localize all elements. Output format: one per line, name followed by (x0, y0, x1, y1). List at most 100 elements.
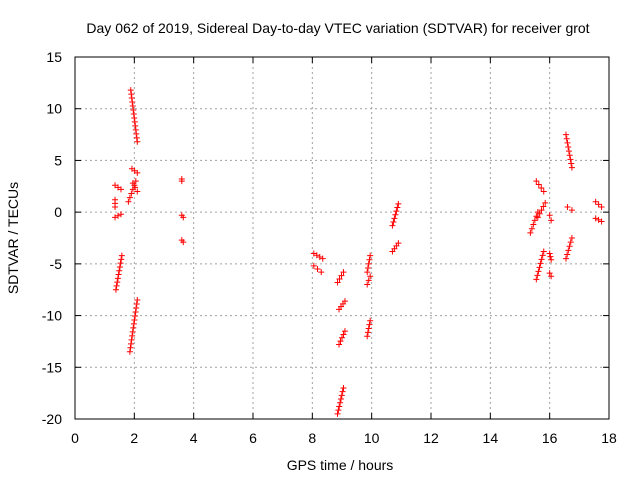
data-point (133, 305, 140, 312)
data-point (540, 203, 547, 210)
plot-frame (74, 56, 610, 420)
data-point (367, 273, 374, 280)
x-tick-label: 10 (364, 430, 380, 446)
data-point (319, 255, 326, 262)
y-tick-label: -15 (42, 359, 62, 375)
data-point (113, 282, 120, 289)
data-point (393, 208, 400, 215)
data-point (565, 148, 572, 155)
data-point (527, 229, 534, 236)
data-point (128, 95, 135, 102)
data-point (364, 264, 371, 271)
data-point (338, 272, 345, 279)
y-tick-label: 15 (46, 49, 62, 65)
data-point (598, 218, 605, 225)
data-point (128, 340, 135, 347)
data-point (340, 384, 347, 391)
data-point (335, 407, 342, 414)
data-point (114, 275, 121, 282)
data-point (537, 260, 544, 267)
data-point (334, 279, 341, 286)
data-point (547, 253, 554, 260)
data-point (336, 403, 343, 410)
data-point (364, 281, 371, 288)
data-point (534, 214, 541, 221)
data-point (546, 270, 553, 277)
data-point (390, 218, 397, 225)
x-tick-label: 6 (249, 430, 257, 446)
data-point (310, 262, 317, 269)
data-point (535, 268, 542, 275)
data-point (366, 321, 373, 328)
data-point (364, 329, 371, 336)
data-point (339, 334, 345, 341)
data-point (337, 396, 344, 403)
data-point (563, 135, 570, 142)
data-point (112, 214, 119, 221)
data-point (336, 341, 343, 348)
data-point (566, 152, 573, 159)
data-point (115, 271, 122, 278)
x-axis-label: GPS time / hours (287, 457, 394, 473)
data-point (568, 207, 575, 214)
data-point (366, 256, 373, 263)
data-point (117, 186, 124, 193)
grid-lines (75, 57, 609, 419)
data-point (114, 279, 121, 286)
data-point (533, 213, 540, 220)
x-tick-label: 14 (483, 430, 499, 446)
data-point (538, 207, 545, 214)
data-point (133, 134, 140, 141)
data-point (129, 328, 136, 335)
data-point (391, 215, 398, 222)
data-point (365, 277, 372, 284)
data-point (564, 251, 571, 258)
data-point (131, 118, 138, 125)
data-point (128, 91, 135, 98)
x-tick-label: 12 (423, 430, 439, 446)
data-point (180, 239, 187, 246)
data-point (395, 240, 402, 247)
axis-ticks (74, 56, 610, 420)
data-point (568, 235, 575, 241)
data-point (365, 325, 372, 332)
data-point (128, 190, 135, 197)
data-point (567, 156, 574, 163)
data-point (132, 122, 139, 129)
data-point (127, 87, 134, 94)
data-point (134, 188, 141, 195)
data-point (129, 332, 136, 339)
data-point (128, 336, 135, 343)
data-point (132, 308, 139, 315)
data-point (534, 272, 541, 279)
data-point (568, 164, 575, 171)
data-point (548, 256, 555, 263)
y-tick-label: 10 (46, 101, 62, 117)
data-point (129, 99, 136, 106)
data-point (564, 139, 571, 146)
data-point (340, 331, 347, 338)
x-tick-label: 0 (71, 430, 79, 446)
data-point (340, 269, 347, 276)
data-point (542, 199, 549, 206)
data-point (546, 250, 553, 257)
data-point (564, 203, 571, 210)
data-point (130, 324, 137, 331)
data-point (130, 106, 137, 113)
data-point (334, 410, 341, 417)
data-point (531, 217, 538, 224)
data-point (595, 201, 602, 208)
data-point (130, 320, 137, 327)
data-point (540, 188, 547, 195)
data-point (562, 255, 569, 262)
data-point (536, 264, 543, 271)
data-point (178, 178, 185, 185)
data-point (129, 180, 136, 187)
data-point (115, 212, 122, 219)
data-point (565, 247, 572, 254)
tick-labels: 0 2 4 6 8 10 12 14 16 18 -20 -15 -10 -5 0 5 10 15 (42, 49, 617, 446)
x-tick-label: 8 (308, 430, 316, 446)
data-point (546, 212, 553, 219)
data-point (392, 211, 399, 218)
